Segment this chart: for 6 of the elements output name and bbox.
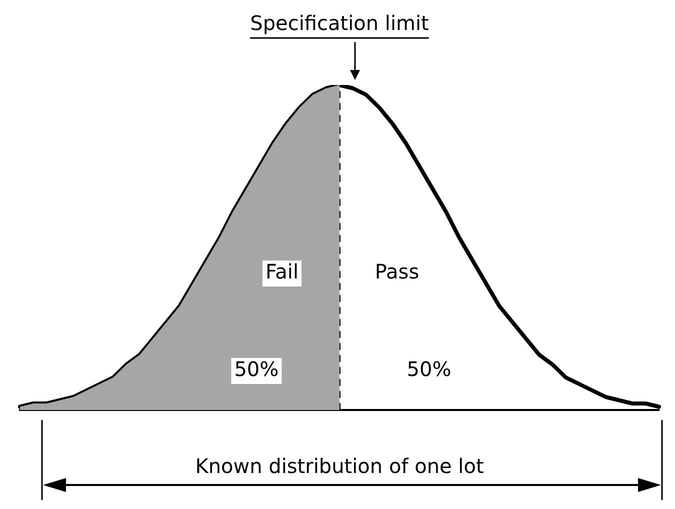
annotation: Fail: [265, 260, 299, 284]
annotation: Pass: [374, 260, 420, 284]
annotation: 50%: [234, 357, 279, 382]
annotation: 50%: [406, 357, 452, 382]
text: Known distribution of one lot: [195, 454, 484, 478]
text: Specification limit: [250, 11, 429, 36]
